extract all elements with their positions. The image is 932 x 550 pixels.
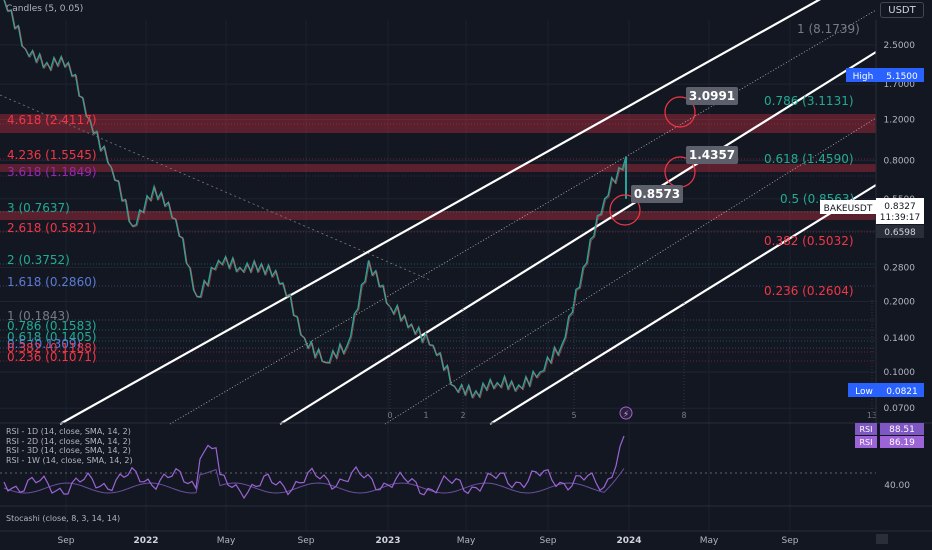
rsi-badge-label: RSI (860, 425, 873, 434)
fib-label: 2 (0.3752) (7, 253, 70, 267)
last-price-badge (876, 198, 924, 224)
time-tick: 2024 (616, 536, 641, 546)
rsi-value-badge-2 (880, 436, 924, 448)
time-tick: May (217, 536, 236, 546)
price-line-shadow (4, 0, 628, 399)
lightning-icon: ⚡ (623, 410, 629, 420)
rsi-legend-1d: RSI - 1D (14, close, SMA, 14, 2) (6, 427, 131, 436)
time-tick: Sep (782, 536, 799, 546)
target-circle (609, 194, 641, 226)
time-tick: 2022 (133, 536, 158, 546)
symbol-label: BAKEUSDT (824, 204, 873, 214)
target-box (686, 146, 738, 164)
stochastic-legend: Stocashi (close, 8, 3, 14, 14) (6, 514, 121, 523)
wave-label: 13 (867, 411, 877, 420)
fib-label: 0.786 (0.1583) (7, 319, 97, 333)
rsi-legend-1w: RSI - 1W (14, close, SMA, 14, 2) (6, 455, 133, 465)
target-value: 3.0991 (689, 89, 735, 103)
target-value: 1.4357 (689, 148, 735, 162)
trend-line (0, 94, 431, 281)
price-tick: 1.2000 (884, 115, 916, 125)
target-circle (664, 96, 696, 128)
time-tick: Sep (540, 536, 557, 546)
rsi-line-weekly (3, 468, 625, 494)
price-tick: 0.0700 (884, 404, 916, 414)
event-marker-icon (619, 406, 633, 420)
channel-line (279, 51, 877, 425)
last-price: 0.8327 (884, 202, 916, 212)
fib-target-label: 0.236 (0.2604) (764, 284, 854, 298)
time-tick: 2023 (375, 536, 400, 546)
wave-label: 5 (571, 411, 576, 420)
wave-label: 0 (387, 411, 392, 420)
settings-icon (876, 534, 888, 544)
fib-label: 0.618 (0.1405) (7, 330, 97, 344)
fib-target-label: 1 (8.1739) (797, 22, 860, 36)
target-box (631, 185, 683, 203)
high-badge (846, 68, 880, 82)
fib-label: 4.618 (2.4117) (7, 113, 97, 127)
price-tick: 0.8000 (884, 157, 916, 167)
target-box (686, 87, 738, 105)
wave-label: 8 (681, 411, 686, 420)
fib-target-label: 0.618 (1.4590) (764, 152, 854, 166)
secondary-price-badge (876, 225, 924, 238)
fib-label: 2.618 (0.5821) (7, 221, 97, 235)
rsi-legend: RSI - 1D (14, close, SMA, 14, 2) RSI - 2… (6, 427, 133, 465)
fib-label: 1 (0.1843) (7, 309, 70, 323)
fib-zone (0, 211, 876, 220)
wave-label: 1 (423, 411, 428, 420)
rsi-badge-1 (855, 423, 877, 435)
high-value: 5.1500 (886, 72, 918, 82)
channel-midline (384, 117, 877, 425)
time-tick: May (457, 536, 476, 546)
price-tick: 0.2000 (884, 298, 916, 308)
low-value-badge (880, 383, 924, 397)
rsi-badge-2 (855, 436, 877, 448)
fib-label: 3.618 (1.1849) (7, 165, 97, 179)
price-tick: 2.5000 (884, 41, 916, 51)
rsi-badge-label: RSI (860, 438, 873, 447)
fib-label: 0.236 (0.1071) (7, 350, 97, 364)
rsi-value-2: 86.19 (889, 438, 915, 448)
wave-label: 2 (460, 411, 465, 420)
fib-zone (0, 164, 876, 172)
rsi-legend-2d: RSI - 2D (14, close, SMA, 14, 2) (6, 436, 131, 446)
target-value: 0.8573 (634, 187, 680, 201)
fib-target-label: 0.786 (3.1131) (764, 94, 854, 108)
time-tick: Sep (298, 536, 315, 546)
low-value: 0.0821 (886, 387, 918, 397)
currency-button[interactable]: USDT (880, 2, 924, 18)
low-label: Low (855, 387, 873, 397)
fib-label: 4.236 (1.5545) (7, 148, 97, 162)
time-tick: May (700, 536, 719, 546)
fib-label: 3 (0.7637) (7, 201, 70, 215)
channel-line (489, 184, 877, 425)
rsi-line (3, 435, 625, 500)
fib-label: 1.618 (0.2860) (7, 275, 97, 289)
secondary-price: 0.6598 (884, 228, 916, 238)
price-tick: 0.1400 (884, 334, 916, 344)
rsi-axis-label: 40.00 (884, 481, 910, 491)
high-label: High (853, 72, 874, 82)
high-value-badge (880, 68, 924, 82)
chart-title: Candles (5, 0.05) (6, 4, 84, 14)
price-tick: 0.1000 (884, 368, 916, 378)
price-tick: 0.2800 (884, 263, 916, 273)
time-tick: Sep (58, 536, 75, 546)
rsi-legend-3d: RSI - 3D (14, close, SMA, 14, 2) (6, 446, 131, 455)
countdown: 11:39:17 (880, 213, 920, 223)
price-tick: 1.7000 (884, 80, 916, 90)
fib-label: 0.382 (0.1188) (7, 341, 97, 355)
rsi-value-badge-1 (880, 423, 924, 435)
fib-label: 0.5 (0.1309) (7, 337, 81, 351)
fib-zone (0, 114, 876, 133)
channel-line (59, 0, 821, 425)
fib-target-label: 0.382 (0.5032) (764, 234, 854, 248)
rsi-value-1: 88.51 (889, 425, 915, 435)
symbol-badge (820, 200, 876, 214)
low-badge (848, 383, 880, 397)
